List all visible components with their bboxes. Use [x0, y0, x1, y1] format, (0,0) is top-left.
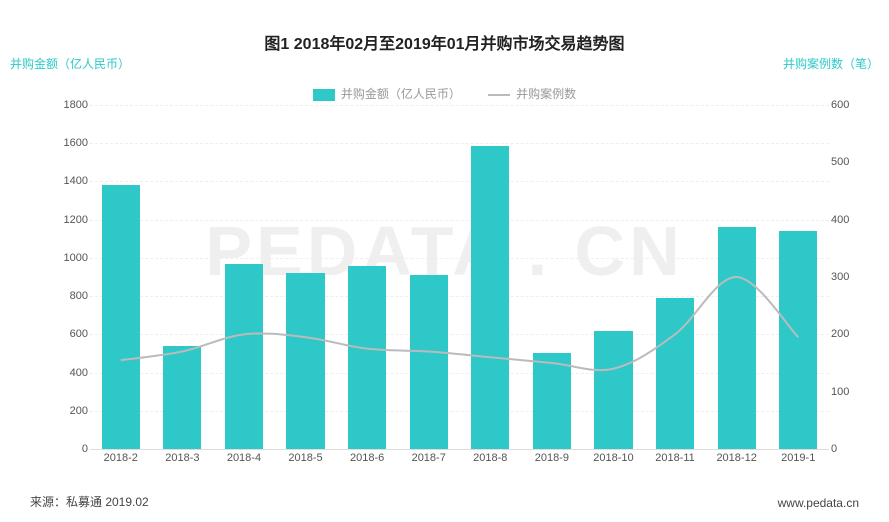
- bar: [718, 227, 756, 449]
- footer-url: www.pedata.cn: [778, 496, 859, 510]
- line-series: [121, 277, 798, 370]
- y1-tick-label: 1200: [50, 214, 88, 226]
- y2-labels: 0100200300400500600: [831, 105, 861, 450]
- y1-tick-label: 0: [50, 443, 88, 455]
- legend-line-swatch: [488, 94, 510, 96]
- legend-series1: 并购金额（亿人民币）: [341, 87, 461, 101]
- y2-tick-label: 400: [831, 214, 861, 226]
- y1-labels: 020040060080010001200140016001800: [50, 105, 88, 450]
- x-tick-label: 2018-11: [655, 452, 695, 464]
- y2-tick-label: 0: [831, 443, 861, 455]
- y2-tick-label: 600: [831, 99, 861, 111]
- grid-line: [90, 105, 829, 106]
- y2-tick-label: 500: [831, 156, 861, 168]
- y1-tick-label: 1000: [50, 252, 88, 264]
- bar: [471, 146, 509, 449]
- chart-container: 图1 2018年02月至2019年01月并购市场交易趋势图 并购金额（亿人民币）…: [0, 0, 889, 522]
- x-tick-label: 2018-8: [473, 452, 507, 464]
- y1-tick-label: 800: [50, 290, 88, 302]
- y1-tick-label: 400: [50, 367, 88, 379]
- x-tick-label: 2018-10: [593, 452, 633, 464]
- x-labels: 2018-2 2018-3 2018-4 2018-5 2018-6 2018-7 2018…: [90, 452, 829, 472]
- y2-tick-label: 200: [831, 328, 861, 340]
- x-tick-label: 2018-7: [412, 452, 446, 464]
- x-tick-label: 2018-4: [227, 452, 261, 464]
- x-tick-label: 2019-1: [781, 452, 815, 464]
- y2-axis-label: 并购案例数（笔）: [783, 55, 879, 72]
- y1-tick-label: 600: [50, 328, 88, 340]
- y1-tick-label: 1600: [50, 137, 88, 149]
- bar: [348, 266, 386, 449]
- chart-title: 图1 2018年02月至2019年01月并购市场交易趋势图: [0, 30, 889, 54]
- bar: [533, 353, 571, 449]
- footer-source: 来源：私募通 2019.02: [30, 493, 149, 510]
- bar: [594, 331, 632, 449]
- x-tick-label: 2018-5: [288, 452, 322, 464]
- bar: [225, 264, 263, 449]
- grid-line: [90, 143, 829, 144]
- x-tick-label: 2018-6: [350, 452, 384, 464]
- bar: [656, 298, 694, 449]
- chart-legend: 并购金额（亿人民币） 并购案例数: [0, 85, 889, 102]
- x-tick-label: 2018-3: [165, 452, 199, 464]
- y2-tick-label: 100: [831, 386, 861, 398]
- legend-bar-swatch: [313, 89, 335, 101]
- plot-area: [90, 105, 829, 450]
- y2-tick-label: 300: [831, 271, 861, 283]
- y1-tick-label: 1800: [50, 99, 88, 111]
- legend-series2: 并购案例数: [516, 87, 576, 101]
- y1-tick-label: 200: [50, 405, 88, 417]
- grid-line: [90, 220, 829, 221]
- bar: [779, 231, 817, 449]
- x-tick-label: 2018-9: [535, 452, 569, 464]
- x-tick-label: 2018-2: [104, 452, 138, 464]
- bar: [163, 346, 201, 449]
- x-tick-label: 2018-12: [716, 452, 756, 464]
- bar: [286, 273, 324, 449]
- bar: [410, 275, 448, 449]
- bar: [102, 185, 140, 449]
- y1-axis-label: 并购金额（亿人民币）: [10, 55, 130, 72]
- grid-line: [90, 181, 829, 182]
- y1-tick-label: 1400: [50, 175, 88, 187]
